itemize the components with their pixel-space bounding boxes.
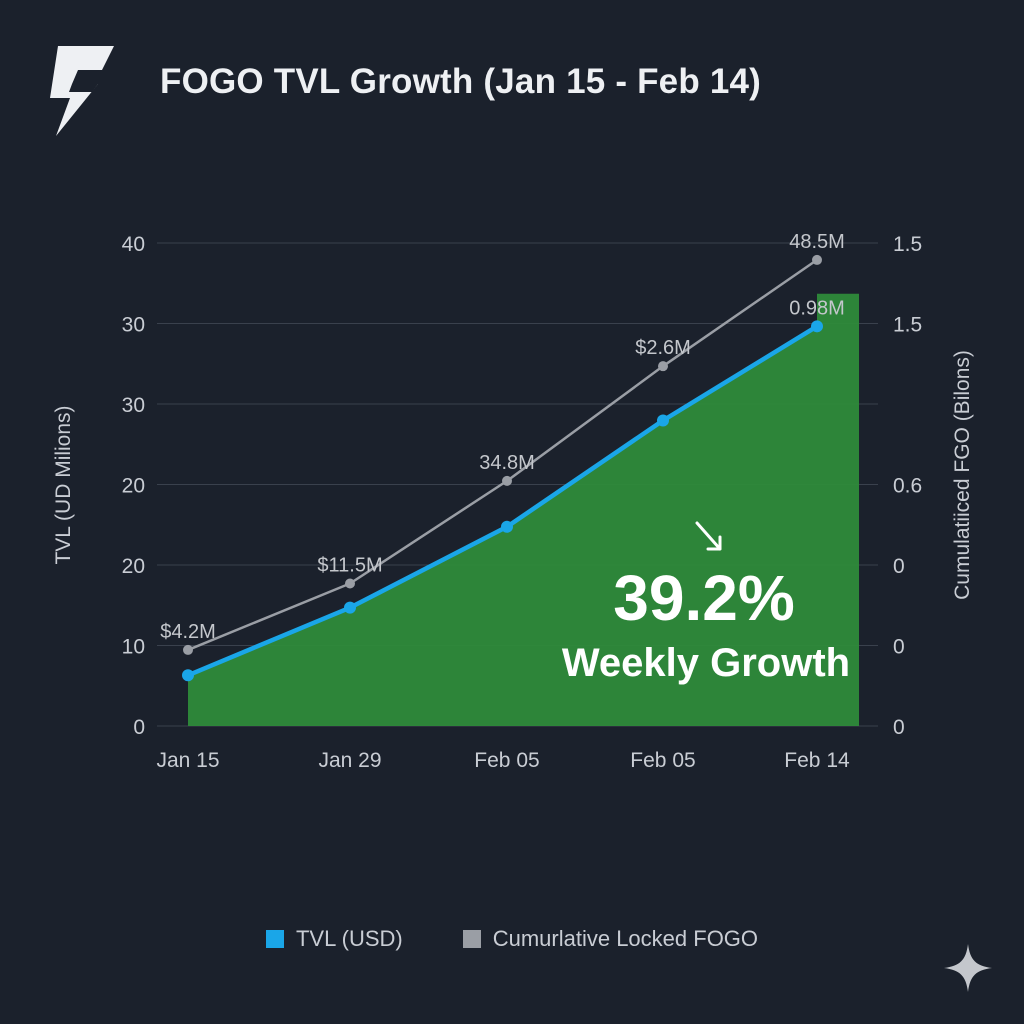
x-tick-label: Feb 14	[784, 749, 850, 772]
cumulative-point[interactable]	[812, 254, 822, 265]
y-tick-label: 20	[122, 475, 145, 498]
cumulative-point[interactable]	[658, 361, 668, 372]
y2-tick-label: 0.6	[893, 475, 922, 498]
tvl-point[interactable]	[182, 669, 194, 682]
cumulative-point[interactable]	[345, 578, 355, 589]
data-label: 34.8M	[479, 452, 535, 474]
cumulative-point[interactable]	[502, 475, 512, 486]
legend-item-cumulative[interactable]: Cumurlative Locked FOGO	[462, 926, 759, 952]
sparkle-icon	[944, 944, 992, 992]
lightning-bolt-icon	[50, 46, 114, 136]
y-tick-label: 30	[122, 394, 145, 417]
chart-header: FOGO TVL Growth (Jan 15 - Feb 14)	[48, 40, 988, 140]
tvl-point[interactable]	[811, 320, 823, 333]
y2-axis-label: Cumulatiiced FGO (Bilons)	[951, 350, 974, 600]
legend-swatch-cumulative	[462, 930, 481, 948]
x-tick-label: Feb 05	[630, 749, 695, 772]
y2-tick-label: 1.5	[893, 314, 922, 337]
y-tick-label: 30	[122, 314, 145, 337]
x-tick-label: Jan 29	[318, 749, 381, 772]
legend-label-cumulative: Cumurlative Locked FOGO	[492, 926, 759, 951]
y2-tick-label: 1.5	[893, 233, 922, 256]
growth-label: Weekly Growth	[562, 641, 850, 685]
tvl-area-fill	[188, 293, 859, 726]
arrow-icon	[695, 521, 722, 551]
x-tick-label: Jan 15	[156, 749, 219, 772]
legend: TVL (USD) Cumurlative Locked FOGO	[0, 926, 1024, 952]
chart-area: $4.2M $11.5M 34.8M $2.6M 48.5M 0.98M 40 1.5 30 1…	[52, 231, 974, 772]
y2-tick-label: 0	[893, 636, 905, 659]
cumulative-point[interactable]	[183, 644, 193, 655]
data-label: $4.2M	[160, 621, 216, 643]
growth-value: 39.2%	[613, 562, 794, 634]
y2-tick-label: 0	[893, 716, 905, 739]
data-label: 0.98M	[789, 297, 845, 319]
y-tick-label: 10	[122, 636, 145, 659]
y-tick-label: 0	[133, 716, 145, 739]
x-tick-label: Feb 05	[474, 749, 539, 772]
data-label: 48.5M	[789, 231, 845, 253]
legend-label-tvl: TVL (USD)	[295, 926, 403, 951]
y-tick-label: 40	[122, 233, 145, 256]
page-title: FOGO TVL Growth (Jan 15 - Feb 14)	[160, 62, 762, 101]
tvl-point[interactable]	[501, 520, 513, 533]
data-label: $2.6M	[635, 337, 691, 359]
legend-swatch-tvl	[265, 930, 284, 948]
y-axis-label: TVL (UD Milions)	[52, 405, 75, 564]
y-tick-label: 20	[122, 555, 145, 578]
tvl-point[interactable]	[344, 601, 356, 614]
legend-item-tvl[interactable]: TVL (USD)	[265, 926, 403, 952]
y2-tick-label: 0	[893, 555, 905, 578]
data-label: $11.5M	[317, 555, 382, 577]
tvl-point[interactable]	[657, 414, 669, 427]
